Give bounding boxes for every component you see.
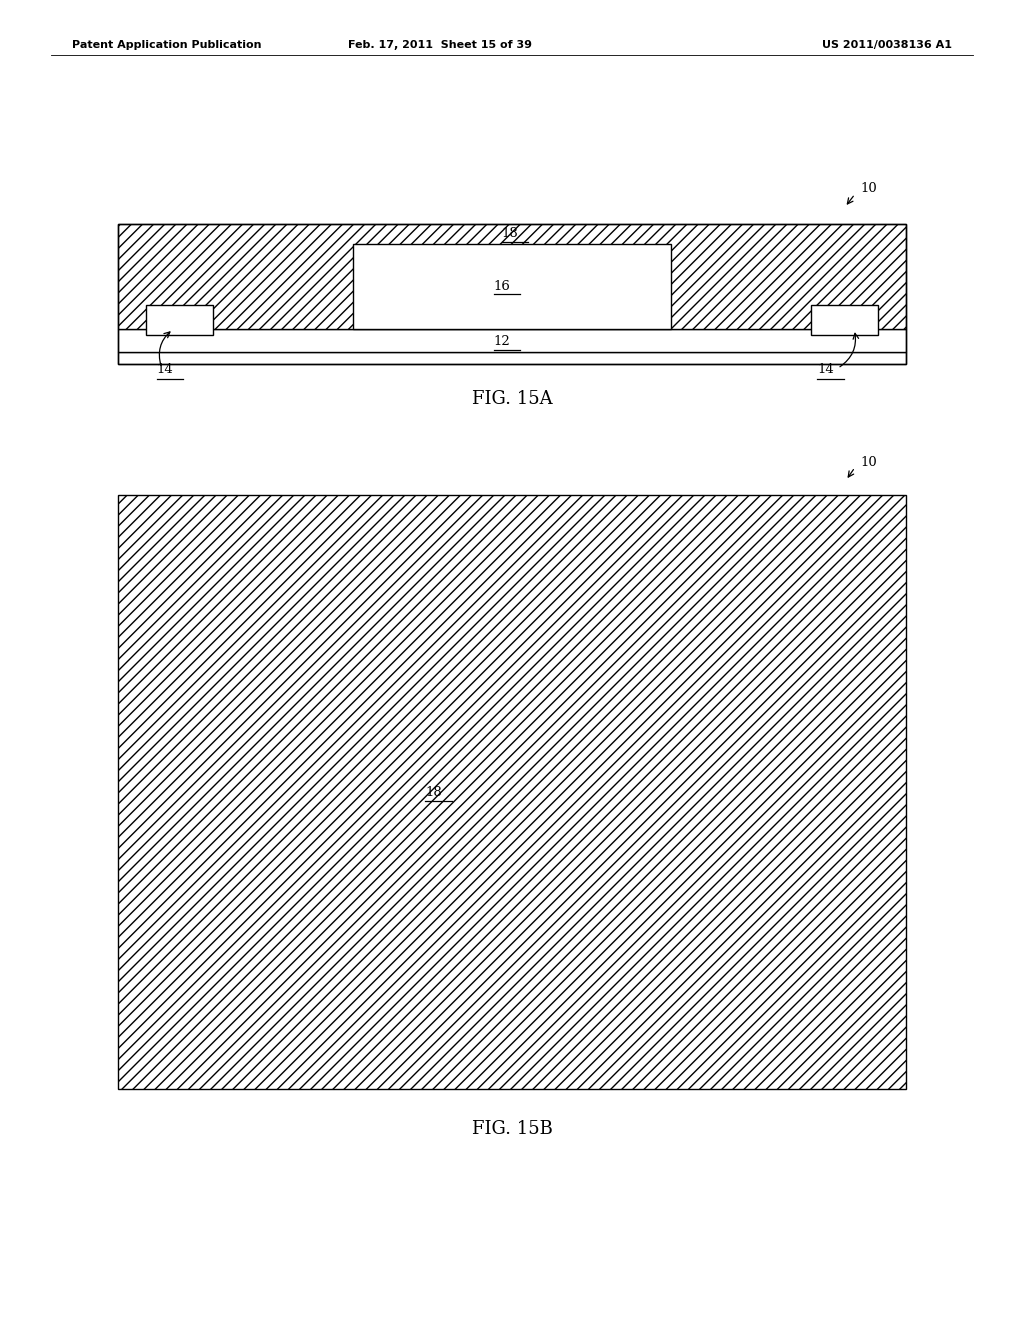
Text: FIG. 15A: FIG. 15A — [472, 389, 552, 408]
Bar — [118, 224, 906, 329]
Text: 14: 14 — [817, 363, 834, 376]
Bar — [118, 329, 906, 352]
Text: 10: 10 — [860, 182, 877, 195]
Bar — [118, 352, 906, 364]
Bar — [118, 495, 906, 1089]
Text: US 2011/0038136 A1: US 2011/0038136 A1 — [822, 40, 952, 50]
Text: FIG. 15B: FIG. 15B — [472, 1119, 552, 1138]
Text: 16: 16 — [494, 280, 510, 293]
Text: 18: 18 — [425, 785, 441, 799]
Bar — [353, 244, 671, 329]
Bar — [353, 244, 671, 329]
Text: 12: 12 — [494, 335, 510, 348]
Bar — [146, 305, 213, 335]
Bar — [811, 305, 878, 335]
Bar — [146, 305, 213, 335]
Text: 18: 18 — [502, 227, 518, 240]
Text: 10: 10 — [860, 455, 877, 469]
Bar — [811, 305, 878, 335]
Text: Patent Application Publication: Patent Application Publication — [72, 40, 261, 50]
Text: Feb. 17, 2011  Sheet 15 of 39: Feb. 17, 2011 Sheet 15 of 39 — [348, 40, 532, 50]
Bar — [118, 224, 906, 364]
Text: 14: 14 — [157, 363, 173, 376]
